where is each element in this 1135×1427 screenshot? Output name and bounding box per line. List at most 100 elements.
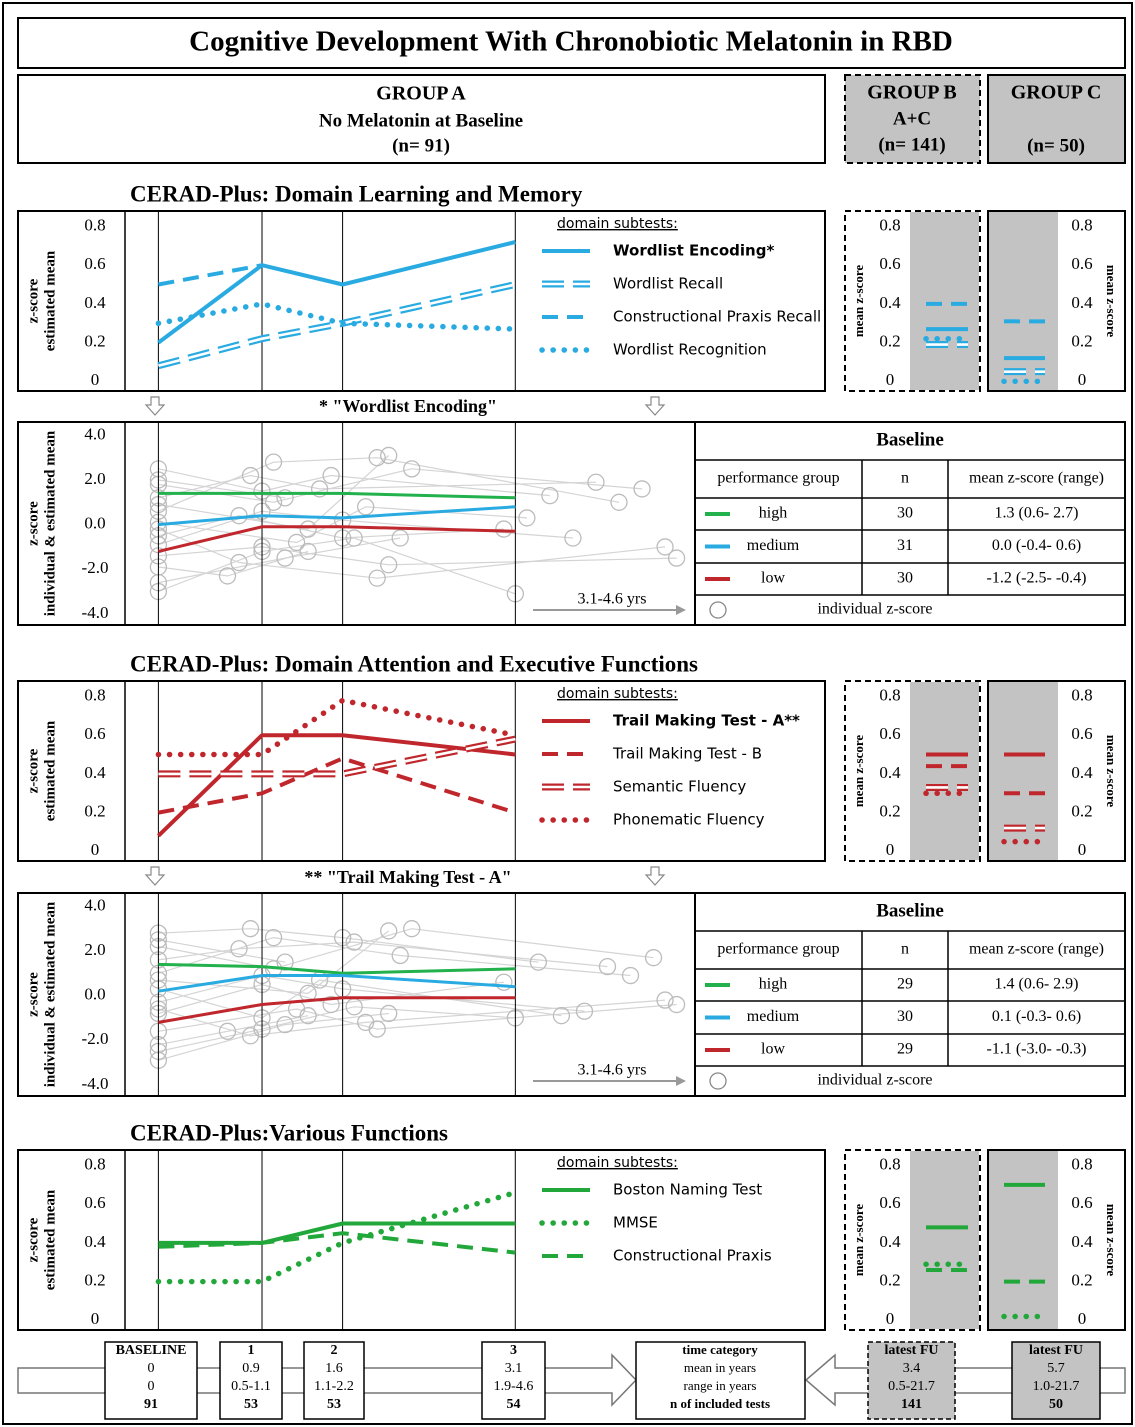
individual-point <box>380 922 398 940</box>
series-line <box>157 733 516 838</box>
legend-label: Constructional Praxis Recall <box>613 308 821 326</box>
individual-point <box>299 1007 317 1025</box>
individual-point <box>541 486 559 505</box>
time-range: 0.5-21.7 <box>888 1379 935 1394</box>
y-tick-label: 0 <box>91 370 100 389</box>
y-axis-label: estimated mean <box>42 1189 58 1290</box>
y-axis-label: z-score <box>25 972 41 1017</box>
table-cell: 0.0 (-0.4- 0.6) <box>992 537 1081 554</box>
strip-fill <box>989 682 1058 860</box>
table-cell: high <box>759 976 787 993</box>
time-mean: 3.1 <box>505 1361 523 1376</box>
table-cell: low <box>761 570 785 587</box>
table-cell: -1.2 (-2.5- -0.4) <box>987 570 1087 587</box>
individual-point <box>241 920 260 938</box>
group-box <box>987 74 1126 164</box>
individual-line <box>158 457 620 512</box>
individual-point <box>529 953 548 971</box>
y-tick-label: 0.8 <box>1071 215 1092 234</box>
series-line <box>155 301 519 332</box>
time-mean: 1.6 <box>325 1361 343 1376</box>
span-arrow-head <box>676 1076 686 1086</box>
y-axis-label: estimated mean <box>42 250 58 351</box>
individual-point <box>322 466 340 485</box>
table-footer: individual z-score <box>817 601 932 618</box>
individual-point <box>310 480 329 498</box>
legend-label: Wordlist Recognition <box>613 341 767 359</box>
individual-point <box>495 973 513 991</box>
group-name: GROUP A <box>376 83 466 105</box>
y-tick-label: 0.2 <box>1071 332 1092 351</box>
series-line <box>158 756 516 815</box>
individual-line <box>158 528 666 579</box>
span-label: 3.1-4.6 yrs <box>578 591 647 608</box>
time-range: 1.9-4.6 <box>494 1379 534 1394</box>
time-legend-label: n of included tests <box>670 1396 770 1411</box>
table-cell: 31 <box>897 537 913 554</box>
legend-label: Trail Making Test - B <box>612 745 762 763</box>
series-line <box>158 263 263 287</box>
individual-line <box>158 455 390 530</box>
time-range: 1.1-2.2 <box>314 1379 354 1394</box>
individual-point <box>380 556 398 574</box>
y-tick-label: 0.0 <box>84 514 105 533</box>
strip-fill <box>910 1151 979 1329</box>
y-tick-label: 0 <box>91 840 100 859</box>
individual-point <box>345 933 363 951</box>
strip-fill <box>910 212 979 390</box>
subtitle: * "Wordlist Encoding" <box>319 396 497 416</box>
y-tick-label: 0.6 <box>1071 1193 1092 1212</box>
y-tick-label: 4.0 <box>84 424 105 443</box>
table-header: performance group <box>717 470 839 487</box>
strip-fill <box>989 212 1058 390</box>
y-axis-label: z-score <box>25 278 41 323</box>
group-line <box>158 525 516 553</box>
table-header: mean z-score (range) <box>969 941 1104 958</box>
y-tick-label: 0.2 <box>879 802 900 821</box>
group-n: (n= 141) <box>878 134 945 155</box>
individual-point <box>495 520 513 538</box>
chart-box <box>17 680 826 862</box>
individual-point <box>276 1015 294 1034</box>
y-tick-label: 0.8 <box>1071 685 1092 704</box>
y-tick-label: 0.4 <box>879 763 901 782</box>
strip-fill <box>989 1151 1058 1329</box>
individual-point <box>241 466 260 485</box>
legend-label: Wordlist Encoding* <box>613 242 774 260</box>
series-line <box>158 1231 516 1255</box>
individual-point <box>357 1013 375 1032</box>
y-tick-label: 0.6 <box>84 254 105 273</box>
time-legend-box <box>635 1341 806 1420</box>
y-tick-label: 0.6 <box>84 724 105 743</box>
legend-label: Boston Naming Test <box>613 1181 762 1199</box>
time-range: 1.0-21.7 <box>1033 1379 1080 1394</box>
legend-label: Trail Making Test - A** <box>613 712 800 730</box>
y-tick-label: 0.4 <box>84 293 106 312</box>
y-tick-label: 0 <box>1078 370 1087 389</box>
legend-swatch <box>709 1072 727 1090</box>
group-box <box>844 74 981 164</box>
group-line <box>158 505 516 527</box>
group-n: (n= 91) <box>392 135 450 156</box>
y-tick-label: -2.0 <box>82 558 109 577</box>
time-n: 53 <box>327 1397 341 1412</box>
time-label: 3 <box>510 1343 517 1358</box>
individual-point <box>357 498 375 516</box>
y-tick-label: 0.2 <box>879 1271 900 1290</box>
y-tick-label: 0 <box>886 1309 895 1328</box>
y-tick-label: 0.8 <box>1071 1154 1092 1173</box>
table-cell: medium <box>747 537 800 554</box>
legend-label: MMSE <box>613 1214 658 1232</box>
individual-point <box>644 949 663 967</box>
y-tick-label: 0.4 <box>84 1232 106 1251</box>
individual-line <box>158 974 585 1012</box>
time-label: latest FU <box>1029 1343 1083 1358</box>
individual-point <box>287 533 306 552</box>
y-axis-label: mean z-score <box>851 1204 866 1277</box>
chart-box <box>17 210 826 392</box>
group-n: (n= 50) <box>1027 135 1085 156</box>
y-tick-label: -4.0 <box>82 603 109 622</box>
group-subtitle: A+C <box>893 108 931 129</box>
individual-point <box>667 549 686 567</box>
individual-point <box>230 553 248 572</box>
